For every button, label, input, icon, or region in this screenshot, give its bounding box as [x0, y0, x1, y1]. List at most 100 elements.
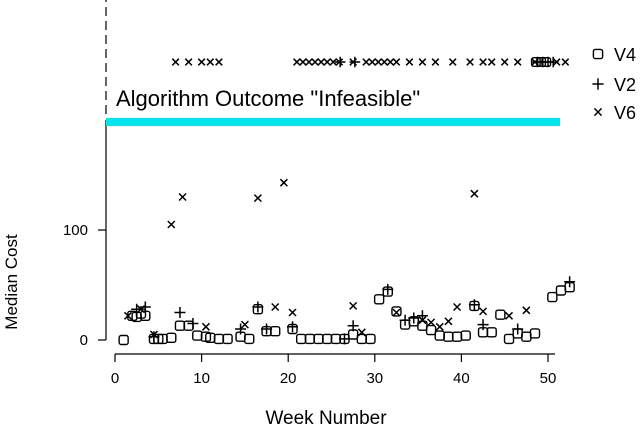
v4-point	[555, 285, 567, 296]
v4-point	[434, 330, 445, 341]
infeasible-x-mark	[405, 58, 414, 66]
legend-v2-marker	[592, 78, 604, 90]
v4-point	[244, 333, 255, 345]
x-axis-label: Week Number	[265, 408, 387, 426]
v6-point	[418, 316, 427, 325]
infeasible-x-mark	[368, 58, 377, 66]
x-tick-label: 20	[280, 370, 297, 387]
v4-point	[321, 333, 333, 345]
v6-point	[271, 302, 280, 312]
v6-point	[444, 317, 453, 326]
v4-point	[443, 331, 454, 342]
v4-point	[451, 331, 463, 342]
v4-point	[213, 333, 225, 345]
v4-point	[304, 333, 316, 345]
v4-point	[425, 324, 437, 336]
legend-v2-label: V2	[614, 75, 636, 95]
v4-point	[547, 291, 558, 303]
v4-point	[521, 331, 532, 342]
v4-point	[365, 333, 376, 345]
infeasible-x-mark	[184, 58, 193, 66]
v6-point	[453, 302, 462, 312]
x-tick-label: 0	[111, 370, 119, 387]
v6-point	[178, 192, 187, 202]
infeasible-x-mark	[431, 58, 440, 66]
infeasible-x-mark	[206, 58, 215, 66]
v2-point	[252, 301, 264, 313]
v2-point	[347, 320, 359, 332]
legend-v6-marker	[593, 107, 603, 117]
x-tick-label: 10	[193, 370, 210, 387]
v6-point	[349, 301, 358, 310]
v6-point	[149, 330, 159, 339]
infeasible-plus-mark	[547, 56, 559, 68]
data-points	[118, 178, 576, 346]
v4-point	[313, 333, 324, 345]
v2-point	[148, 331, 160, 343]
v2-point	[235, 323, 247, 335]
infeasible-x-mark	[386, 58, 395, 66]
v4-point	[495, 309, 506, 320]
v2-point	[287, 321, 299, 333]
infeasible-x-mark	[466, 58, 474, 66]
infeasible-x-mark	[197, 58, 206, 66]
v6-point	[504, 311, 514, 320]
v6-point	[136, 305, 146, 314]
infeasible-x-mark	[171, 58, 180, 66]
v4-point	[529, 328, 541, 339]
infeasible-band	[106, 118, 560, 126]
infeasible-x-mark	[380, 58, 389, 66]
infeasible-plus-mark	[334, 56, 346, 68]
v4-point	[222, 333, 233, 345]
legend-v4-marker	[592, 48, 604, 60]
infeasible-x-mark	[448, 58, 457, 66]
infeasible-marks	[171, 56, 570, 68]
v6-point	[253, 194, 262, 203]
infeasible-x-mark	[323, 58, 332, 66]
infeasible-x-mark	[317, 58, 325, 66]
v2-point	[468, 299, 480, 311]
v6-point	[357, 328, 366, 337]
v2-point	[382, 283, 394, 295]
v6-point	[167, 220, 176, 229]
v4-point	[330, 333, 342, 345]
x-ticks: 0 10 20 30 40 50	[111, 354, 556, 387]
v6-point	[123, 311, 133, 320]
v2-point	[408, 312, 420, 324]
v6-point	[435, 322, 444, 331]
v4-point	[295, 333, 307, 345]
v6-point	[392, 308, 401, 317]
infeasible-x-mark	[418, 58, 427, 66]
v4-point	[192, 330, 203, 341]
v4-point	[118, 334, 129, 346]
infeasible-square-mark	[541, 57, 552, 68]
v4-point	[373, 294, 385, 305]
v4-point	[166, 332, 177, 343]
infeasible-x-mark	[487, 58, 496, 66]
infeasible-x-mark	[293, 58, 301, 66]
v6-point	[201, 322, 210, 331]
infeasible-x-mark	[299, 58, 307, 66]
v6-point	[479, 307, 488, 316]
legend-v6-label: V6	[614, 103, 636, 123]
legend-v4-label: V4	[614, 45, 636, 65]
v4-point	[503, 333, 515, 345]
v4-point	[270, 326, 281, 337]
v4-point	[174, 320, 186, 331]
v2-point	[174, 307, 186, 318]
v2-point	[261, 323, 273, 335]
infeasible-square-mark	[536, 57, 547, 68]
v2-point	[139, 301, 151, 313]
infeasible-x-mark	[561, 58, 570, 66]
y-tick-label: 100	[63, 222, 88, 239]
infeasible-x-mark	[362, 58, 370, 66]
v6-point	[427, 318, 436, 327]
y-axis-label: Median Cost	[2, 234, 21, 330]
v4-point	[347, 329, 359, 340]
v6-point	[279, 178, 288, 187]
infeasible-x-mark	[215, 58, 223, 66]
legend: V4 V2 V6	[592, 45, 636, 123]
v6-point	[470, 189, 479, 198]
